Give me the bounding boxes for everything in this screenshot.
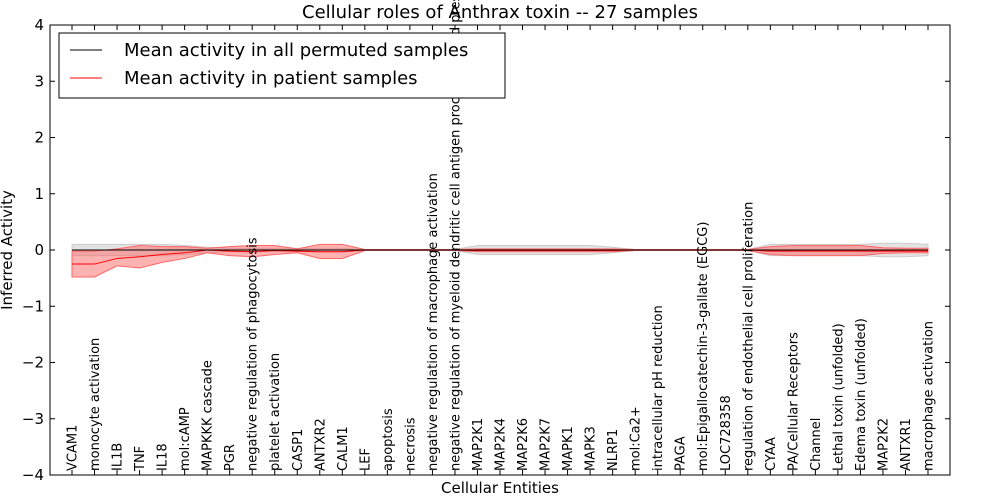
x-tick-label: Channel — [809, 418, 824, 471]
x-tick-label: negative regulation of myeloid dendritic… — [448, 0, 463, 471]
x-tick-label: mol:Epigallocatechin-3-gallate (EGCG) — [696, 222, 711, 471]
x-tick-label: ANTXR2 — [313, 418, 328, 471]
x-tick-label: mol:Ca2+ — [629, 406, 644, 471]
x-tick-label: IL18 — [156, 443, 171, 471]
x-tick-label: ANTXR1 — [899, 418, 914, 471]
x-tick-label: MAP2K1 — [471, 418, 486, 471]
y-tick-label: 2 — [34, 129, 44, 147]
x-tick-label: PGR — [223, 444, 238, 471]
x-tick-label: CYAA — [764, 437, 779, 471]
x-tick-label: LEF — [358, 448, 373, 471]
x-tick-label: negative regulation of phagocytosis — [246, 237, 261, 471]
x-tick-label: VCAM1 — [66, 425, 81, 471]
x-tick-label: MAPKKK cascade — [201, 360, 216, 471]
x-tick-label: intracellular pH reduction — [651, 305, 666, 471]
legend-box — [58, 32, 506, 99]
x-tick-label: MAP2K7 — [539, 418, 554, 471]
x-tick-label: platelet activation — [268, 353, 283, 471]
y-tick-label: −1 — [22, 297, 44, 315]
x-tick-label: MAPK1 — [561, 426, 576, 471]
y-tick-label: −3 — [22, 410, 44, 428]
x-tick-label: LOC728358 — [719, 395, 734, 471]
x-tick-label: regulation of endothelial cell prolifera… — [741, 202, 756, 471]
y-tick-label: 4 — [34, 16, 44, 34]
series-1-confidence-band — [71, 243, 929, 278]
x-tick-label: NLRP1 — [606, 429, 621, 471]
x-tick-label: monocyte activation — [88, 338, 103, 471]
y-axis-label: Inferred Activity — [0, 190, 16, 310]
x-tick-label: MAP2K6 — [516, 418, 531, 471]
y-tick-label: −2 — [22, 354, 44, 372]
x-tick-label: MAP2K4 — [494, 418, 509, 471]
x-tick-label: MAPK3 — [584, 426, 599, 471]
x-tick-label: apoptosis — [381, 408, 396, 471]
y-tick-label: 1 — [34, 185, 44, 203]
x-axis-label: Cellular Entities — [441, 479, 559, 497]
x-tick-label: CALM1 — [336, 426, 351, 471]
chart-title: Cellular roles of Anthrax toxin -- 27 sa… — [302, 2, 698, 23]
x-tick-label: Edema toxin (unfolded) — [854, 318, 869, 471]
x-tick-label: CASP1 — [291, 429, 306, 471]
y-tick-label: 3 — [34, 72, 44, 90]
x-tick-label: mol:cAMP — [178, 407, 193, 471]
x-tick-label: PAGA — [674, 436, 689, 471]
x-tick-label: TNF — [133, 446, 148, 472]
x-tick-label: macrophage activation — [922, 321, 937, 471]
legend: Mean activity in all permuted samples Mea… — [58, 32, 506, 99]
x-tick-label: IL1B — [111, 443, 126, 471]
legend-label-series-0: Mean activity in all permuted samples — [124, 40, 468, 61]
x-tick-label: negative regulation of macrophage activa… — [426, 173, 441, 471]
x-tick-label: MAP2K2 — [876, 418, 891, 471]
x-tick-label: necrosis — [403, 417, 418, 471]
x-tick-label: Lethal toxin (unfolded) — [831, 323, 846, 471]
y-tick-label: −4 — [22, 466, 44, 484]
legend-label-series-1: Mean activity in patient samples — [124, 68, 418, 89]
x-tick-label: PA/Cellular Receptors — [786, 332, 801, 471]
y-tick-label: 0 — [34, 241, 44, 259]
